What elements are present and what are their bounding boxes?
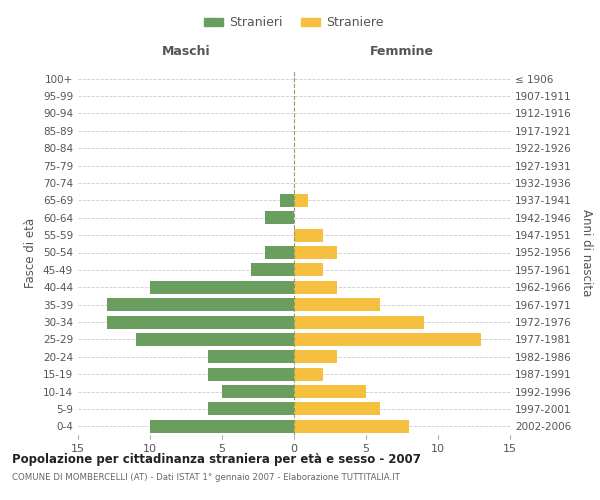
Bar	[136, 333, 294, 346]
Bar	[294, 246, 337, 259]
Y-axis label: Anni di nascita: Anni di nascita	[580, 209, 593, 296]
Legend: Stranieri, Straniere: Stranieri, Straniere	[199, 11, 389, 34]
Bar	[280, 194, 294, 207]
Bar	[107, 298, 294, 311]
Bar	[150, 420, 294, 433]
Bar	[208, 350, 294, 364]
Bar	[251, 264, 294, 276]
Bar	[294, 385, 366, 398]
Text: COMUNE DI MOMBERCELLI (AT) - Dati ISTAT 1° gennaio 2007 - Elaborazione TUTTITALI: COMUNE DI MOMBERCELLI (AT) - Dati ISTAT …	[12, 472, 400, 482]
Bar	[294, 228, 323, 241]
Bar	[294, 280, 337, 294]
Text: Popolazione per cittadinanza straniera per età e sesso - 2007: Popolazione per cittadinanza straniera p…	[12, 452, 421, 466]
Bar	[208, 368, 294, 380]
Bar	[265, 211, 294, 224]
Bar	[150, 280, 294, 294]
Bar	[294, 420, 409, 433]
Bar	[294, 194, 308, 207]
Bar	[294, 350, 337, 364]
Text: Femmine: Femmine	[370, 45, 434, 58]
Bar	[294, 333, 481, 346]
Bar	[265, 246, 294, 259]
Bar	[294, 368, 323, 380]
Text: Maschi: Maschi	[161, 45, 211, 58]
Bar	[208, 402, 294, 415]
Bar	[294, 316, 424, 328]
Bar	[294, 402, 380, 415]
Bar	[294, 298, 380, 311]
Bar	[294, 264, 323, 276]
Bar	[222, 385, 294, 398]
Bar	[107, 316, 294, 328]
Y-axis label: Fasce di età: Fasce di età	[25, 218, 37, 288]
